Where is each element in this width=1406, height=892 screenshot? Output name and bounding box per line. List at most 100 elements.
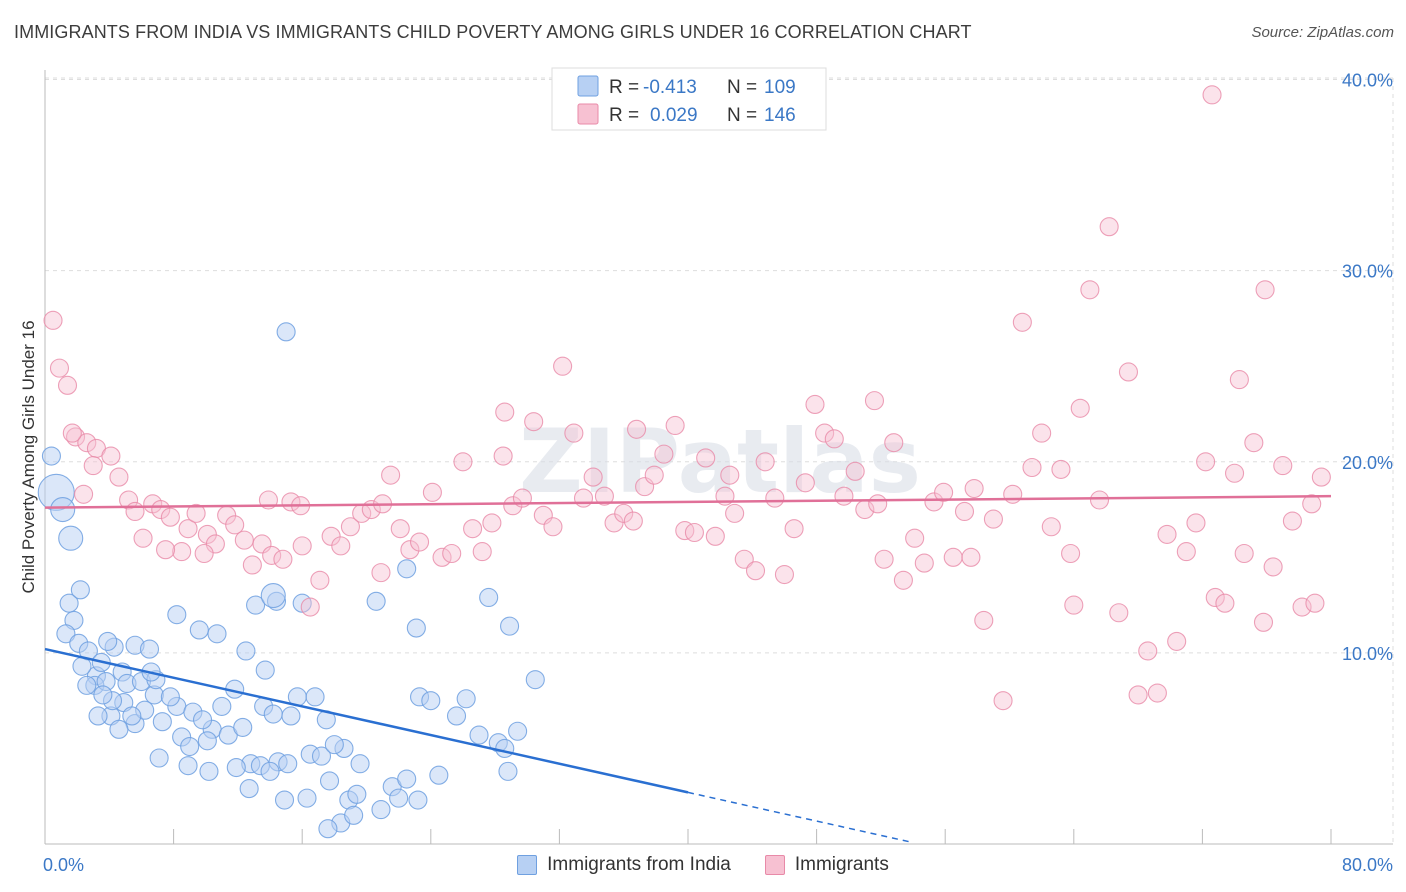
data-point (167, 605, 187, 625)
data-point (273, 549, 293, 569)
data-point (893, 570, 913, 590)
data-point (58, 525, 84, 551)
data-point (1244, 433, 1264, 453)
y-axis-label: Child Poverty Among Girls Under 16 (19, 320, 38, 593)
data-point (1138, 641, 1158, 661)
data-point (1157, 524, 1177, 544)
data-point (151, 500, 171, 520)
data-point (297, 788, 317, 808)
data-point (246, 595, 266, 615)
data-point (292, 536, 312, 556)
data-point (905, 528, 925, 548)
data-point (1311, 467, 1331, 487)
legend-item-immigrants-from-india: Immigrants from India (517, 851, 731, 879)
data-point (125, 501, 145, 522)
data-point (205, 534, 225, 554)
data-point (432, 547, 452, 567)
data-point (1225, 463, 1245, 483)
data-point (954, 501, 975, 522)
data-point (498, 761, 518, 781)
data-point (553, 356, 573, 376)
data-point (834, 486, 854, 506)
data-point (340, 517, 360, 537)
data-point (305, 687, 325, 707)
legend-n-value: 109 (764, 77, 796, 98)
data-point (1128, 685, 1148, 705)
data-point (160, 507, 180, 527)
data-point (482, 513, 502, 533)
legend-box: R = -0.413 N = 109 R = 0.029 N = 146 (551, 67, 827, 131)
data-point (178, 519, 198, 539)
legend-n-label: N = (727, 105, 757, 126)
data-point (508, 721, 528, 741)
data-point (197, 524, 217, 544)
data-point (1099, 217, 1119, 237)
chart-title: IMMIGRANTS FROM INDIA VS IMMIGRANTS CHIL… (14, 22, 972, 42)
data-point (805, 394, 825, 414)
series-immigrants (43, 85, 1331, 711)
data-point (180, 736, 200, 757)
data-point (495, 402, 515, 422)
data-point (1186, 513, 1206, 533)
data-point (389, 788, 409, 808)
data-point (197, 731, 217, 751)
data-point (263, 704, 283, 724)
data-point (573, 488, 594, 508)
data-point (1147, 683, 1167, 703)
data-point (1255, 280, 1275, 300)
data-point (371, 800, 391, 820)
data-point (255, 660, 275, 680)
series-immigrants-from-india (37, 322, 545, 839)
data-point (1305, 593, 1325, 613)
data-point (784, 519, 804, 539)
data-point (366, 591, 386, 611)
data-point (233, 717, 253, 737)
data-point (627, 419, 647, 439)
data-point (74, 484, 94, 504)
data-point (406, 618, 426, 638)
x-tick-label: 80.0% (1342, 855, 1393, 875)
data-point (493, 446, 513, 466)
data-point (109, 719, 129, 739)
data-point (400, 540, 420, 560)
data-point (236, 641, 256, 661)
data-point (472, 542, 492, 562)
data-point (543, 517, 563, 537)
data-point (1061, 543, 1081, 564)
data-point (88, 706, 108, 726)
data-point (884, 433, 904, 453)
trend-line-immigrants-from-india (44, 647, 689, 794)
data-point (239, 779, 259, 799)
data-point (98, 631, 118, 651)
data-point (725, 503, 745, 523)
legend-r-value: -0.413 (643, 77, 697, 98)
data-point (119, 490, 139, 510)
data-point (1109, 603, 1129, 623)
data-point (397, 769, 417, 789)
data-point (281, 706, 301, 726)
data-point (720, 465, 740, 485)
data-point (172, 542, 192, 562)
data-point (479, 587, 499, 608)
data-point (675, 521, 695, 541)
y-tick-label: 40.0% (1342, 71, 1393, 91)
data-point (924, 492, 944, 512)
data-point (974, 610, 994, 630)
data-point (1118, 362, 1139, 382)
data-point (755, 452, 775, 472)
data-point (868, 494, 888, 514)
data-point (1229, 370, 1249, 390)
data-point (1012, 312, 1032, 332)
data-point (319, 771, 340, 791)
legend-n-value: 146 (764, 105, 796, 126)
data-point (734, 549, 754, 569)
data-point (139, 639, 160, 659)
data-point (654, 444, 674, 464)
data-point (156, 540, 176, 560)
data-point (408, 790, 428, 810)
data-point (421, 691, 441, 711)
data-point (149, 748, 169, 768)
data-point (192, 710, 213, 730)
data-point (133, 528, 153, 548)
data-point (65, 427, 86, 447)
